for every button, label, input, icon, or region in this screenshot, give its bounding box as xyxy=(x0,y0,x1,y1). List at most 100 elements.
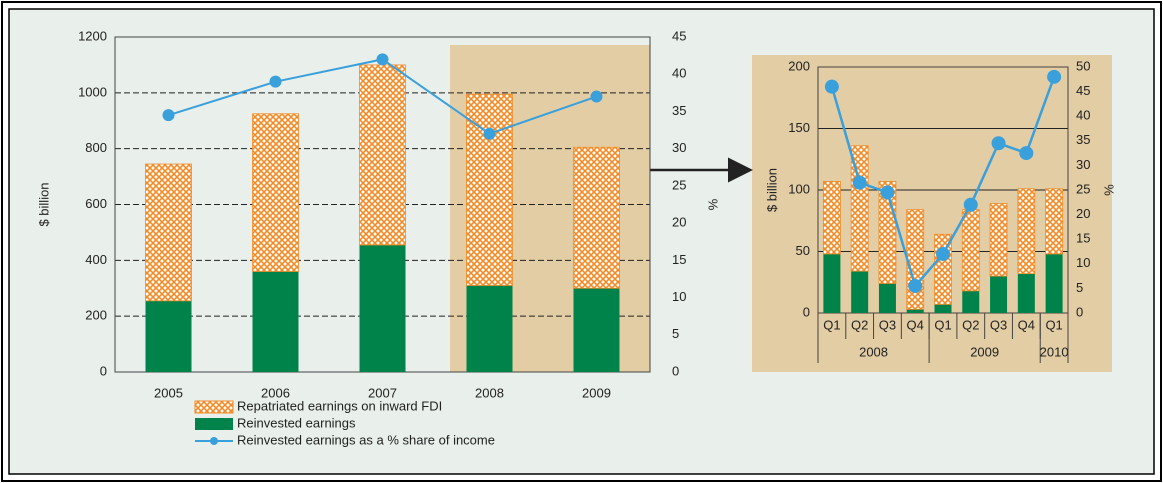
y-tick-label: 150 xyxy=(788,120,810,135)
y2-tick-label: 25 xyxy=(1076,181,1090,196)
x-tick-label: Q2 xyxy=(851,317,868,332)
group-label: 2010 xyxy=(1040,344,1069,359)
y2-tick-label: 0 xyxy=(672,363,679,378)
line-marker xyxy=(162,109,175,122)
bar xyxy=(851,271,869,313)
y2-axis-label: % xyxy=(1102,184,1117,196)
y-tick-label: 50 xyxy=(796,243,810,258)
y2-tick-label: 35 xyxy=(1076,132,1090,147)
bar xyxy=(822,180,841,255)
legend-swatch xyxy=(210,437,218,445)
line-marker xyxy=(852,175,867,190)
y2-axis-label: % xyxy=(706,199,721,211)
bar xyxy=(252,271,299,372)
bar xyxy=(1017,188,1036,275)
bar xyxy=(934,304,952,313)
bar xyxy=(145,163,192,302)
y2-tick-label: 50 xyxy=(1076,58,1090,73)
line-marker xyxy=(376,53,389,66)
y2-tick-label: 5 xyxy=(1076,280,1083,295)
line-marker xyxy=(824,79,839,94)
y2-tick-label: 40 xyxy=(1076,108,1090,123)
y-tick-label: 1000 xyxy=(78,84,107,99)
legend-label: Reinvested earnings xyxy=(237,415,356,430)
bar xyxy=(573,288,620,372)
line-marker xyxy=(936,246,950,261)
x-tick-label: Q1 xyxy=(934,317,951,332)
x-tick-label: Q4 xyxy=(1018,317,1035,332)
line-marker xyxy=(991,136,1006,151)
y2-tick-label: 20 xyxy=(672,215,686,230)
x-tick-label: Q2 xyxy=(962,317,979,332)
y2-tick-label: 30 xyxy=(672,140,686,155)
bar xyxy=(906,309,924,313)
x-tick-label: 2009 xyxy=(582,385,611,400)
y2-tick-label: 40 xyxy=(672,66,686,81)
legend-label: Repatriated earnings on inward FDI xyxy=(237,398,442,413)
y-axis-label: $ billion xyxy=(764,168,779,212)
bar xyxy=(961,209,980,292)
bar xyxy=(989,203,1008,277)
bar xyxy=(878,283,896,313)
y2-tick-label: 45 xyxy=(1076,83,1090,98)
line-marker xyxy=(269,75,282,88)
y2-tick-label: 5 xyxy=(672,326,679,341)
x-tick-label: Q1 xyxy=(1045,317,1062,332)
y-tick-label: 200 xyxy=(85,308,107,323)
bar xyxy=(823,253,841,313)
y-tick-label: 0 xyxy=(803,304,810,319)
legend-swatch xyxy=(195,418,233,430)
group-label: 2008 xyxy=(859,344,888,359)
bar xyxy=(1045,253,1063,313)
bar xyxy=(145,300,192,372)
y2-tick-label: 25 xyxy=(672,177,686,192)
line-marker xyxy=(1019,146,1034,161)
x-tick-label: 2007 xyxy=(368,385,397,400)
y-tick-label: 100 xyxy=(788,181,810,196)
bar xyxy=(252,113,299,272)
line-marker xyxy=(590,90,603,103)
bar xyxy=(1045,188,1064,255)
y-tick-label: 1200 xyxy=(78,28,107,43)
y-tick-label: 0 xyxy=(100,363,107,378)
line-marker xyxy=(908,278,923,293)
y-tick-label: 600 xyxy=(85,196,107,211)
bar xyxy=(990,276,1008,313)
group-label: 2009 xyxy=(970,344,999,359)
line-marker xyxy=(1047,69,1062,84)
bar xyxy=(962,290,980,313)
x-tick-label: Q3 xyxy=(990,317,1007,332)
bar xyxy=(573,146,620,289)
y2-tick-label: 10 xyxy=(672,289,686,304)
x-tick-label: Q3 xyxy=(879,317,896,332)
y-axis-label: $ billion xyxy=(36,182,51,226)
y-tick-label: 400 xyxy=(85,252,107,267)
line-marker xyxy=(963,197,978,212)
y2-tick-label: 20 xyxy=(1076,206,1090,221)
legend-label: Reinvested earnings as a % share of inco… xyxy=(237,432,495,447)
y2-tick-label: 45 xyxy=(672,28,686,43)
x-tick-label: Q4 xyxy=(907,317,924,332)
y2-tick-label: 35 xyxy=(672,103,686,118)
bar xyxy=(466,285,513,372)
bar xyxy=(359,64,406,246)
x-tick-label: 2008 xyxy=(475,385,504,400)
y-tick-label: 800 xyxy=(85,140,107,155)
y2-tick-label: 15 xyxy=(672,252,686,267)
bar xyxy=(359,244,406,372)
x-tick-label: 2006 xyxy=(261,385,290,400)
legend-swatch xyxy=(194,400,234,414)
y2-tick-label: 30 xyxy=(1076,157,1090,172)
bar xyxy=(906,209,925,310)
y2-tick-label: 15 xyxy=(1076,231,1090,246)
y2-tick-label: 0 xyxy=(1076,304,1083,319)
line-marker xyxy=(880,185,895,200)
bar xyxy=(466,93,513,286)
x-tick-label: Q1 xyxy=(823,317,840,332)
bar xyxy=(1017,273,1035,313)
x-tick-label: 2005 xyxy=(154,385,183,400)
y2-tick-label: 10 xyxy=(1076,255,1090,270)
y-tick-label: 200 xyxy=(788,58,810,73)
